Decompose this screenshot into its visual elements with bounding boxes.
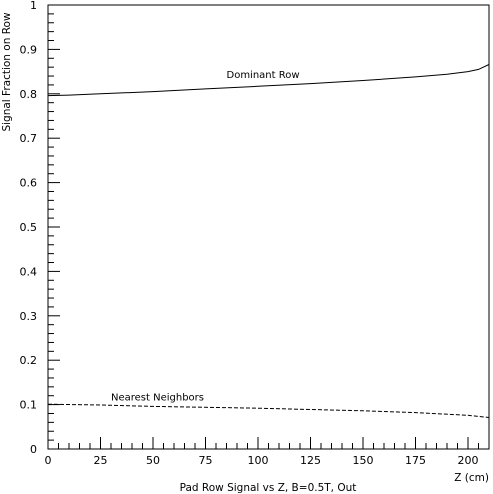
tick-marks [47, 4, 490, 450]
y-tick-label: 0.8 [20, 88, 38, 101]
nearest-neighbors-line [47, 403, 490, 418]
y-tick-label: 0 [30, 443, 37, 456]
y-tick-label: 0.7 [20, 132, 38, 145]
x-tick-label: 100 [248, 454, 269, 467]
y-tick-label: 0.4 [20, 265, 38, 278]
y-axis-title: Signal Fraction on Row [1, 12, 13, 132]
y-tick-label: 1 [30, 0, 37, 12]
y-tick-label: 0.1 [20, 399, 38, 412]
x-axis-title: Z (cm) [454, 472, 489, 484]
x-tick-label: 25 [94, 454, 108, 467]
y-tick-label: 0.9 [20, 43, 38, 56]
y-tick-label: 0.6 [20, 177, 38, 190]
y-tick-label: 0.2 [20, 354, 38, 367]
series-labels: Dominant Row Nearest Neighbors [111, 70, 300, 403]
tick-labels: 0 25 50 75 100 125 150 175 200 0 0.1 0.2 0.3 0.4 0.5 0.… [20, 0, 479, 467]
nearest-neighbors-label: Nearest Neighbors [111, 392, 204, 403]
series-lines [47, 64, 490, 418]
dominant-row-label: Dominant Row [227, 70, 300, 81]
chart-caption: Pad Row Signal vs Z, B=0.5T, Out [180, 482, 357, 494]
x-tick-label: 175 [405, 454, 426, 467]
y-tick-label: 0.3 [20, 310, 38, 323]
dominant-row-line [47, 64, 490, 97]
x-tick-label: 125 [300, 454, 321, 467]
x-tick-label: 0 [45, 454, 52, 467]
x-tick-label: 50 [146, 454, 160, 467]
x-tick-label: 75 [199, 454, 213, 467]
x-tick-label: 200 [458, 454, 479, 467]
y-tick-label: 0.5 [20, 221, 38, 234]
x-tick-label: 150 [353, 454, 374, 467]
